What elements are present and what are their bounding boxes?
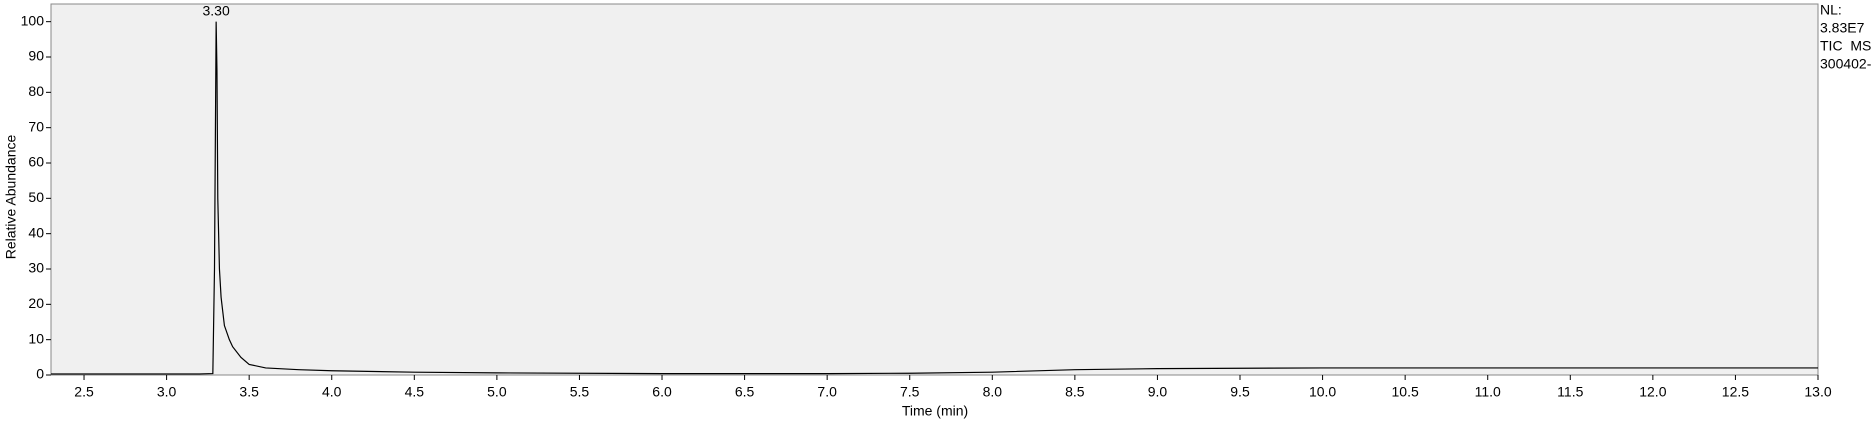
- x-tick-label: 3.5: [239, 384, 259, 400]
- x-tick-label: 9.0: [1148, 384, 1168, 400]
- y-axis-label: Relative Abundance: [3, 135, 19, 260]
- side-note: 3.83E7: [1820, 20, 1865, 36]
- x-tick-label: 6.0: [652, 384, 672, 400]
- x-tick-label: 3.0: [157, 384, 177, 400]
- x-tick-label: 12.0: [1639, 384, 1666, 400]
- y-tick-label: 10: [28, 330, 44, 346]
- y-tick-label: 30: [28, 260, 44, 276]
- x-tick-label: 2.5: [74, 384, 94, 400]
- x-tick-label: 8.5: [1065, 384, 1085, 400]
- x-tick-label: 10.5: [1392, 384, 1419, 400]
- x-tick-label: 9.5: [1230, 384, 1250, 400]
- x-tick-label: 5.0: [487, 384, 507, 400]
- y-tick-label: 70: [28, 118, 44, 134]
- x-tick-label: 6.5: [735, 384, 755, 400]
- side-note: 300402-: [1820, 56, 1872, 72]
- x-tick-label: 8.0: [983, 384, 1003, 400]
- x-tick-label: 4.0: [322, 384, 342, 400]
- y-tick-label: 80: [28, 83, 44, 99]
- x-tick-label: 7.0: [817, 384, 837, 400]
- y-tick-label: 0: [36, 366, 44, 382]
- peak-label: 3.30: [203, 2, 230, 18]
- y-tick-label: 40: [28, 224, 44, 240]
- x-tick-label: 7.5: [900, 384, 920, 400]
- x-axis-label: Time (min): [902, 403, 968, 419]
- y-tick-label: 100: [21, 12, 45, 28]
- side-note: NL:: [1820, 2, 1842, 18]
- y-tick-label: 50: [28, 189, 44, 205]
- x-tick-label: 4.5: [405, 384, 425, 400]
- plot-area: [50, 3, 1819, 376]
- x-tick-label: 12.5: [1722, 384, 1749, 400]
- chromatogram-line: [51, 21, 1818, 375]
- x-tick-label: 11.5: [1557, 384, 1583, 400]
- x-tick-label: 13.0: [1804, 384, 1831, 400]
- x-tick-label: 10.0: [1309, 384, 1336, 400]
- y-tick-label: 20: [28, 295, 44, 311]
- y-tick-label: 60: [28, 154, 44, 170]
- side-note: TIC MS: [1820, 38, 1871, 54]
- y-tick-label: 90: [28, 48, 44, 64]
- x-tick-label: 5.5: [570, 384, 590, 400]
- x-tick-label: 11.0: [1475, 384, 1501, 400]
